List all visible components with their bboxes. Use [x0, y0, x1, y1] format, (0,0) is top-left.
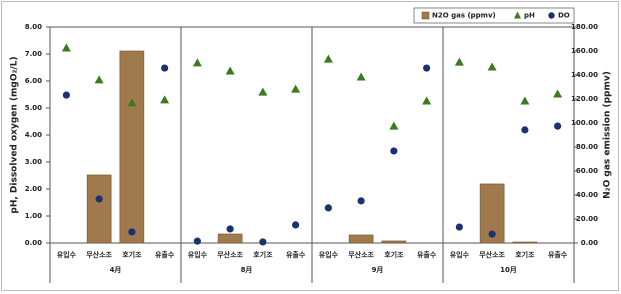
y2-axis-title: N₂O gas emission (ppmv)	[603, 71, 613, 199]
do-marker	[455, 223, 463, 231]
x-tick-label: 유입수	[57, 250, 77, 259]
legend-label: N2O gas (ppmv)	[432, 12, 496, 20]
legend-swatch	[548, 12, 555, 19]
ph-marker	[487, 62, 497, 71]
bar	[381, 240, 407, 244]
do-marker	[357, 197, 365, 205]
y-tick-label: 5.00	[25, 104, 42, 112]
bar	[217, 233, 243, 244]
x-tick-label: 호기조	[253, 250, 273, 259]
y-tick-label: 4.00	[25, 131, 42, 139]
y-tick-label: 6.00	[25, 77, 42, 85]
x-tick-label: 무산소조	[217, 250, 243, 259]
legend-box	[413, 7, 575, 24]
ph-marker	[553, 89, 563, 98]
y2-tick-label: 80.00	[576, 143, 598, 151]
y2-tick-label: 0.00	[581, 239, 598, 247]
y-tick-label: 1.00	[25, 212, 42, 220]
do-marker	[193, 237, 201, 245]
x-tick-label: 유입수	[319, 250, 339, 259]
y-tick-label: 0.00	[25, 239, 42, 247]
x-tick-label: 유출수	[417, 250, 437, 259]
ph-marker	[94, 75, 104, 84]
do-marker	[554, 122, 562, 130]
x-tick-label: 유입수	[450, 250, 470, 259]
ph-marker	[291, 84, 301, 93]
do-marker	[62, 91, 70, 99]
ph-marker	[422, 96, 432, 105]
do-marker	[161, 64, 169, 72]
y-tick-label: 8.00	[25, 23, 42, 31]
x-tick-label: 호기조	[384, 250, 404, 259]
group-label: 4月	[110, 266, 122, 274]
ph-marker	[389, 121, 399, 130]
group-label: 10月	[500, 266, 517, 274]
ph-marker	[225, 66, 235, 75]
bar	[348, 234, 374, 244]
legend-label: pH	[524, 12, 535, 20]
y2-tick-label: 160.00	[571, 47, 598, 55]
do-marker	[95, 195, 103, 203]
ph-marker	[160, 95, 170, 104]
ph-marker	[520, 96, 530, 105]
y2-tick-label: 40.00	[576, 191, 598, 199]
bar	[119, 50, 145, 244]
x-tick-label: 유출수	[548, 250, 568, 259]
ph-marker	[61, 43, 71, 52]
y2-tick-label: 60.00	[576, 167, 598, 175]
do-marker	[292, 221, 300, 229]
ph-marker	[258, 87, 268, 96]
x-tick-label: 무산소조	[479, 250, 505, 259]
x-tick-label: 유출수	[155, 250, 175, 259]
legend-swatch	[514, 11, 521, 19]
ph-marker	[356, 72, 366, 81]
legend-swatch	[421, 11, 430, 20]
do-marker	[128, 228, 136, 236]
legend-label: DO	[558, 12, 570, 20]
y-tick-label: 3.00	[25, 158, 42, 166]
group-label: 8月	[241, 266, 253, 274]
ph-marker	[192, 58, 202, 67]
do-marker	[390, 147, 398, 155]
y2-tick-label: 100.00	[571, 119, 598, 127]
y-axis-title: pH, Dissolved oxygen (mgO₂/L)	[10, 56, 20, 213]
ph-marker	[323, 54, 333, 63]
x-tick-label: 무산소조	[348, 250, 374, 259]
do-marker	[423, 64, 431, 72]
y2-tick-label: 20.00	[576, 215, 598, 223]
do-marker	[226, 225, 234, 233]
do-marker	[521, 126, 529, 134]
x-tick-label: 유출수	[286, 250, 306, 259]
x-tick-label: 호기조	[515, 250, 535, 259]
y2-tick-label: 140.00	[571, 71, 598, 79]
x-tick-label: 무산소조	[86, 250, 112, 259]
group-label: 9月	[372, 266, 384, 274]
ph-marker	[454, 57, 464, 66]
y-tick-label: 7.00	[25, 50, 42, 58]
do-marker	[259, 238, 267, 246]
do-marker	[324, 204, 332, 212]
x-tick-label: 유입수	[188, 250, 208, 259]
y2-tick-label: 180.00	[571, 23, 598, 31]
x-tick-label: 호기조	[122, 250, 142, 259]
y2-tick-label: 120.00	[571, 95, 598, 103]
do-marker	[488, 230, 496, 238]
bar	[512, 241, 538, 244]
y-tick-label: 2.00	[25, 185, 42, 193]
bar	[86, 174, 112, 244]
ph-marker	[127, 98, 137, 107]
